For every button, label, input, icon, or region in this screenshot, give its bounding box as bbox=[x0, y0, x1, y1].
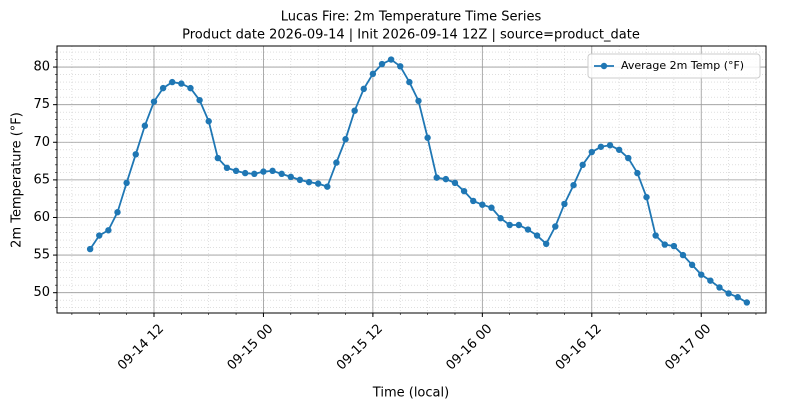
y-tick-label: 60 bbox=[33, 210, 50, 225]
data-point bbox=[597, 143, 605, 150]
x-tick-label: 09-15 12 bbox=[334, 321, 386, 373]
legend-box bbox=[587, 53, 761, 79]
data-point bbox=[734, 294, 741, 301]
data-point bbox=[506, 221, 513, 229]
chart-title: Lucas Fire: 2m Temperature Time Series bbox=[281, 10, 542, 25]
data-point bbox=[96, 232, 103, 239]
data-point bbox=[260, 168, 267, 175]
data-point bbox=[351, 107, 358, 114]
data-point bbox=[214, 154, 222, 162]
y-tick-label: 55 bbox=[33, 248, 50, 263]
data-point bbox=[305, 178, 313, 186]
data-point bbox=[169, 78, 176, 86]
data-point bbox=[196, 96, 203, 104]
data-point bbox=[415, 97, 422, 105]
data-point bbox=[333, 159, 340, 166]
y-tick-label: 80 bbox=[33, 60, 50, 75]
data-point bbox=[643, 193, 650, 201]
data-point bbox=[269, 167, 276, 175]
data-point bbox=[451, 179, 459, 187]
y-axis-label: 2m Temperature (°F) bbox=[10, 112, 25, 248]
data-point bbox=[679, 251, 687, 259]
data-point bbox=[287, 173, 294, 181]
chart-subtitle: Product date 2026-09-14 | Init 2026-09-1… bbox=[182, 28, 640, 43]
data-point bbox=[688, 261, 696, 269]
data-point bbox=[123, 179, 130, 187]
data-point bbox=[460, 187, 468, 195]
x-tick-label: 09-16 12 bbox=[553, 321, 605, 373]
x-axis-label: Time (local) bbox=[372, 386, 449, 401]
data-point bbox=[579, 161, 586, 169]
data-point bbox=[387, 56, 395, 63]
data-point bbox=[223, 164, 231, 172]
data-point bbox=[296, 176, 304, 184]
y-tick-label: 50 bbox=[33, 285, 50, 300]
data-point bbox=[725, 290, 732, 297]
data-point bbox=[178, 80, 185, 87]
data-point bbox=[278, 170, 285, 178]
data-point bbox=[232, 167, 240, 175]
data-point bbox=[542, 240, 550, 248]
x-tick-label: 09-17 00 bbox=[662, 321, 714, 373]
x-tick-label: 09-15 00 bbox=[225, 321, 277, 373]
data-point bbox=[342, 136, 349, 143]
plot-frame bbox=[56, 45, 767, 314]
data-point bbox=[105, 227, 112, 234]
data-point bbox=[698, 271, 705, 278]
data-point bbox=[360, 85, 367, 93]
data-point bbox=[241, 169, 249, 177]
x-tick-label: 09-16 00 bbox=[443, 321, 495, 373]
data-point bbox=[141, 122, 149, 129]
data-point bbox=[369, 70, 377, 78]
data-point bbox=[716, 284, 723, 291]
data-point bbox=[743, 299, 751, 306]
y-tick-label: 75 bbox=[33, 97, 50, 112]
data-point bbox=[187, 84, 194, 92]
data-point bbox=[397, 63, 404, 70]
legend-marker bbox=[600, 62, 608, 70]
legend-label: Average 2m Temp (°F) bbox=[621, 59, 744, 72]
data-point bbox=[424, 134, 431, 141]
data-point bbox=[661, 241, 668, 248]
data-point bbox=[86, 245, 94, 253]
data-point bbox=[470, 197, 477, 205]
data-point bbox=[524, 226, 532, 233]
data-point bbox=[634, 169, 641, 177]
data-point bbox=[251, 170, 258, 178]
y-tick-label: 65 bbox=[33, 172, 50, 187]
data-point bbox=[433, 174, 440, 181]
data-point bbox=[159, 84, 167, 92]
data-point bbox=[533, 232, 541, 239]
data-point bbox=[570, 181, 577, 189]
data-point bbox=[406, 78, 413, 86]
x-tick-label: 09-14 12 bbox=[115, 321, 167, 373]
data-point bbox=[132, 151, 139, 158]
data-point bbox=[205, 118, 212, 125]
data-point bbox=[442, 175, 450, 183]
data-point bbox=[652, 232, 659, 239]
data-point bbox=[479, 201, 486, 208]
data-point bbox=[707, 277, 714, 284]
data-point bbox=[150, 98, 158, 105]
data-point bbox=[378, 60, 386, 68]
data-point bbox=[324, 183, 331, 190]
data-point bbox=[552, 223, 559, 230]
data-point bbox=[314, 180, 322, 187]
data-point bbox=[114, 209, 121, 216]
data-point bbox=[615, 146, 623, 153]
data-point bbox=[497, 215, 504, 222]
data-point bbox=[670, 242, 678, 250]
data-point bbox=[561, 200, 568, 208]
y-tick-label: 70 bbox=[33, 135, 50, 150]
data-point bbox=[606, 142, 614, 149]
data-point bbox=[625, 154, 632, 162]
data-point bbox=[488, 204, 495, 211]
series-line bbox=[89, 58, 748, 304]
data-point bbox=[515, 221, 523, 229]
data-point bbox=[588, 148, 595, 156]
